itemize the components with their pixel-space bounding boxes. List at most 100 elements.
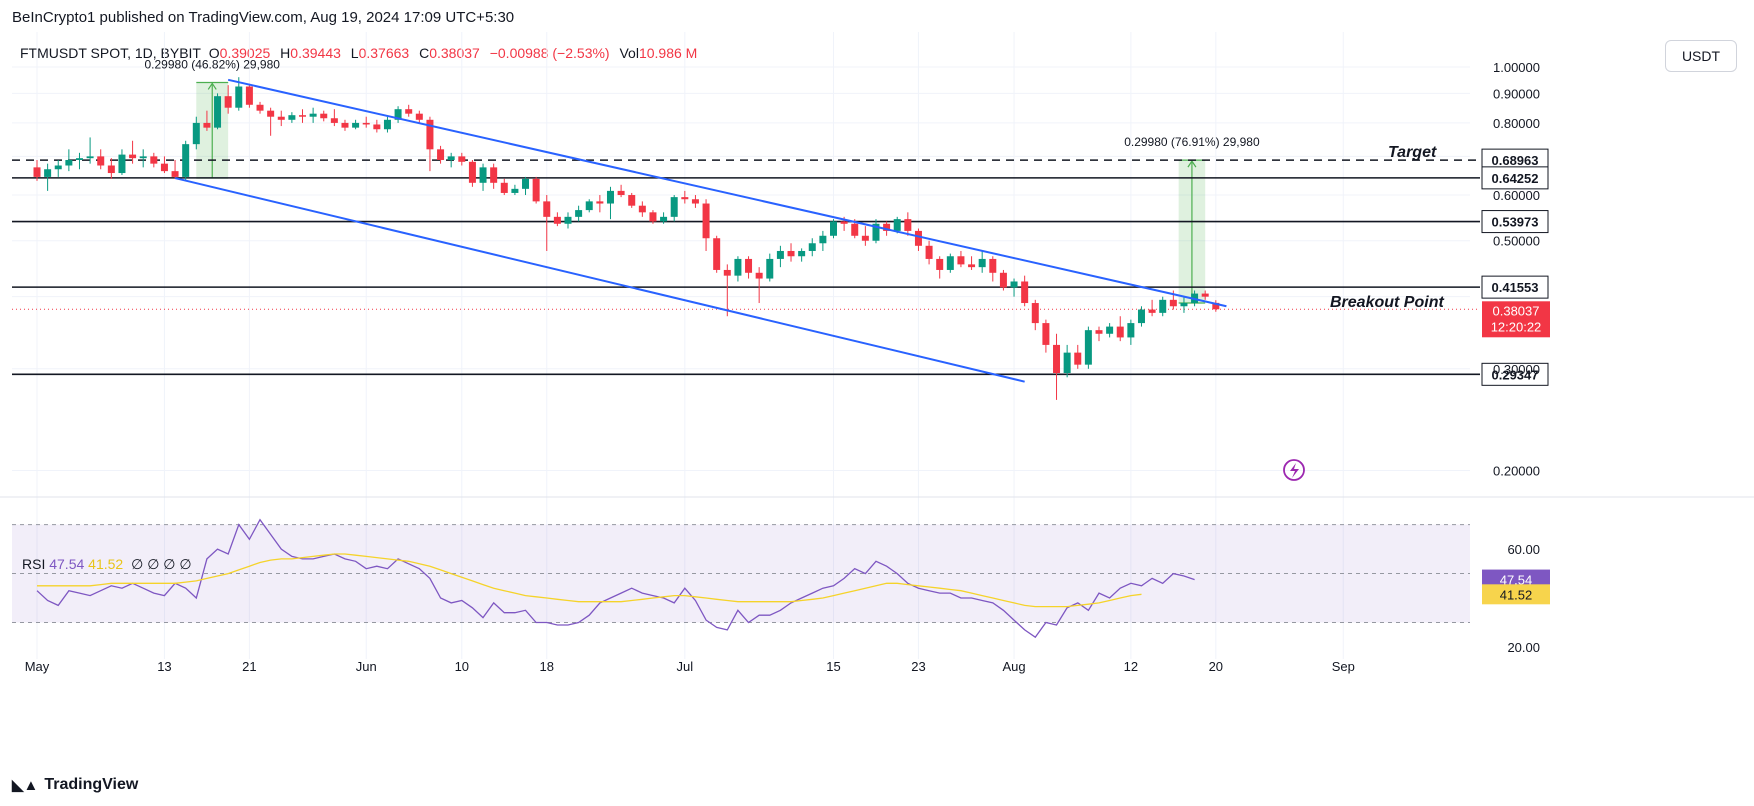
lightning-icon-bolt xyxy=(1290,463,1299,478)
rsi-ma-line xyxy=(37,553,1142,608)
candle-body xyxy=(330,118,338,123)
candle-body xyxy=(1169,299,1177,307)
candle-body xyxy=(978,258,986,268)
candle-body xyxy=(383,119,391,130)
candle-body xyxy=(373,124,381,130)
candle-body xyxy=(214,96,222,128)
time-axis-tick: May xyxy=(25,659,50,674)
candle-body xyxy=(532,178,540,202)
candle-body xyxy=(660,216,668,222)
candle-body xyxy=(139,156,147,159)
candle-body xyxy=(1148,309,1156,313)
rsi-title: RSI xyxy=(22,556,46,572)
candle-body xyxy=(904,219,912,231)
volume-label: Vol xyxy=(619,45,639,61)
volume-value: 10.986 M xyxy=(638,45,698,61)
candle-body xyxy=(511,188,519,193)
candle-body xyxy=(320,113,328,119)
candle-body xyxy=(362,122,370,125)
candle-body xyxy=(203,122,211,128)
candle-body xyxy=(553,216,561,224)
candle-body xyxy=(914,230,922,246)
rsi-ma-value: 41.52 xyxy=(88,556,124,572)
candle-body xyxy=(543,201,551,217)
candle-body xyxy=(1010,281,1018,288)
countdown-label: 12:20:22 xyxy=(1491,319,1542,334)
lightning-icon xyxy=(1283,459,1305,481)
candle-body xyxy=(755,272,763,279)
candle-body xyxy=(638,205,646,213)
candle-body xyxy=(277,116,285,120)
candle-body xyxy=(97,156,105,166)
measure-label: 0.29980 (76.91%) 29,980 xyxy=(1124,135,1260,149)
candle-body xyxy=(946,256,954,270)
time-axis-tick: 21 xyxy=(242,659,256,674)
open-value: 0.39025 xyxy=(219,45,271,61)
price-axis-tick: 0.20000 xyxy=(1493,463,1540,478)
current-price-label: 0.38037 xyxy=(1493,303,1540,318)
candle-body xyxy=(500,182,508,193)
measure-arrow-head xyxy=(1187,160,1197,168)
candle-body xyxy=(107,165,115,174)
level-label: 0.41553 xyxy=(1492,280,1539,295)
candle-body xyxy=(776,250,784,259)
candle-body xyxy=(925,245,933,259)
candle-body xyxy=(182,144,190,177)
candle-body xyxy=(224,96,232,108)
low-value: 0.37663 xyxy=(358,45,410,61)
candle-body xyxy=(893,219,901,231)
time-axis-tick: Jun xyxy=(356,659,377,674)
candle-body xyxy=(352,122,360,128)
candle-body xyxy=(1021,281,1029,304)
rsi-extra: ∅ ∅ ∅ ∅ xyxy=(131,556,192,572)
rsi-legend: RSI 47.54 41.52 ∅ ∅ ∅ ∅ xyxy=(22,556,192,573)
candle-body xyxy=(426,119,434,150)
candle-body xyxy=(968,264,976,268)
level-label: 0.68963 xyxy=(1492,153,1539,168)
symbol-label[interactable]: FTMUSDT SPOT, 1D, BYBIT xyxy=(20,45,201,61)
level-label: 0.29347 xyxy=(1492,367,1539,382)
candle-body xyxy=(160,163,168,172)
time-axis-tick: 23 xyxy=(911,659,925,674)
price-axis-tick: 0.60000 xyxy=(1493,188,1540,203)
candle-body xyxy=(585,201,593,211)
channel-line xyxy=(227,78,1227,308)
candle-body xyxy=(1116,326,1124,338)
candle-body xyxy=(44,169,52,177)
candle-body xyxy=(458,156,466,162)
candle-body xyxy=(1042,323,1050,345)
rsi-line xyxy=(36,518,1195,639)
candle-body xyxy=(129,154,137,159)
time-axis-tick: Sep xyxy=(1332,659,1355,674)
level-label-box xyxy=(1481,210,1549,234)
candle-body xyxy=(861,235,869,241)
current-price-box xyxy=(1482,301,1550,338)
price-axis-tick: 1.00000 xyxy=(1493,60,1540,75)
candle-body xyxy=(681,197,689,200)
rsi-value: 47.54 xyxy=(49,556,85,572)
currency-button[interactable]: USDT xyxy=(1665,40,1737,72)
price-axis-tick: 0.30000 xyxy=(1493,362,1540,377)
price-axis-tick: 0.90000 xyxy=(1493,86,1540,101)
candle-body xyxy=(309,113,317,117)
tradingview-logo[interactable]: ◣▲ TradingView xyxy=(12,776,138,794)
candle-body xyxy=(1212,302,1220,310)
candle-body xyxy=(299,115,306,117)
candle-body xyxy=(192,122,200,145)
time-axis-tick: Aug xyxy=(1002,659,1025,674)
candle-body xyxy=(1159,299,1167,313)
candle-body xyxy=(999,272,1007,288)
rsi-value-label: 47.54 xyxy=(1500,573,1533,588)
candle-body xyxy=(798,250,806,257)
candle-body xyxy=(723,269,731,276)
breakout-annotation: Breakout Point xyxy=(1330,294,1444,311)
candle-body xyxy=(808,243,816,251)
candle-body xyxy=(1063,352,1071,374)
candle-body xyxy=(575,210,583,217)
rsi-ma-value-label: 41.52 xyxy=(1500,587,1533,602)
candle-body xyxy=(415,113,423,120)
time-axis-tick: 18 xyxy=(540,659,554,674)
candle-body xyxy=(288,115,296,120)
candle-body xyxy=(1031,303,1039,324)
